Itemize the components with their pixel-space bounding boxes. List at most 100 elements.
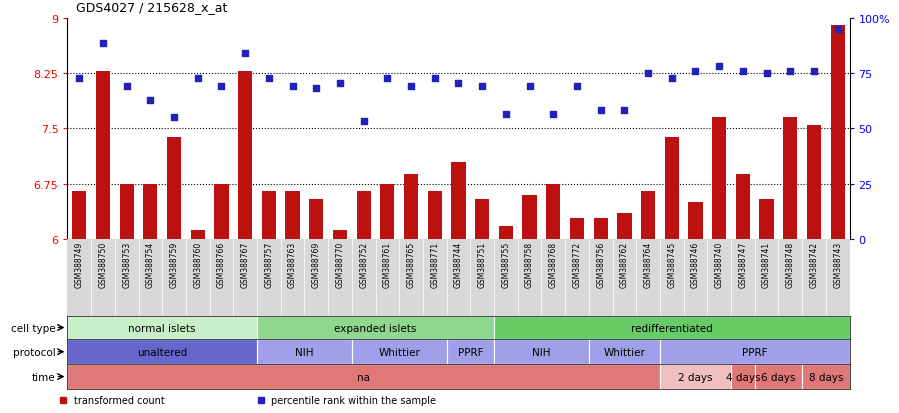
Text: GSM388752: GSM388752 (360, 241, 369, 287)
Text: 2 days: 2 days (678, 372, 713, 382)
Text: 6 days: 6 days (761, 372, 796, 382)
Bar (72, 192, 86, 240)
Text: cell type: cell type (11, 323, 56, 333)
Text: GSM388762: GSM388762 (620, 241, 629, 287)
Text: percentile rank within the sample: percentile rank within the sample (271, 395, 437, 405)
Point (404, 83, 418, 90)
Bar (447, 339, 494, 364)
Point (238, 51, 253, 57)
Text: GSM388772: GSM388772 (573, 241, 582, 287)
Bar (831, 26, 845, 240)
Text: GSM388744: GSM388744 (454, 241, 463, 287)
Text: PPRF: PPRF (458, 347, 483, 357)
Bar (67, 316, 257, 339)
Text: GSM388740: GSM388740 (715, 241, 724, 287)
Point (72, 76, 86, 82)
Text: GSM388748: GSM388748 (786, 241, 795, 287)
Text: NIH: NIH (295, 347, 314, 357)
Bar (352, 339, 447, 364)
Text: GSM388769: GSM388769 (312, 241, 321, 287)
Bar (191, 231, 205, 240)
Text: GSM388750: GSM388750 (99, 241, 108, 287)
Text: transformed count: transformed count (74, 395, 165, 405)
Text: time: time (32, 372, 56, 382)
Point (428, 76, 442, 82)
Text: Whittier: Whittier (378, 347, 420, 357)
Bar (689, 203, 703, 240)
Point (380, 76, 395, 82)
Text: GSM388770: GSM388770 (335, 241, 344, 287)
Text: GDS4027 / 215628_x_at: GDS4027 / 215628_x_at (76, 2, 227, 14)
Bar (660, 339, 850, 364)
Text: GSM388763: GSM388763 (288, 241, 297, 287)
Bar (333, 231, 347, 240)
Bar (522, 195, 537, 240)
Point (831, 26, 845, 33)
Point (783, 68, 797, 75)
Text: expanded islets: expanded islets (334, 323, 417, 333)
Text: Whittier: Whittier (603, 347, 645, 357)
Text: GSM388761: GSM388761 (383, 241, 392, 287)
Text: GSM388765: GSM388765 (406, 241, 415, 287)
Bar (404, 175, 418, 240)
Point (451, 80, 466, 87)
Bar (660, 364, 731, 389)
Point (96, 41, 111, 47)
Bar (664, 138, 679, 240)
Text: GSM388753: GSM388753 (122, 241, 131, 287)
Text: GSM388758: GSM388758 (525, 241, 534, 287)
Bar (262, 192, 276, 240)
Point (664, 76, 679, 82)
Bar (618, 214, 631, 240)
Bar (357, 192, 370, 240)
Point (357, 119, 371, 125)
Text: GSM388767: GSM388767 (241, 241, 250, 287)
Bar (67, 364, 660, 389)
Bar (143, 184, 157, 240)
Text: GSM388766: GSM388766 (217, 241, 226, 287)
Text: GSM388743: GSM388743 (833, 241, 842, 287)
Text: na: na (357, 372, 370, 382)
Point (760, 71, 774, 77)
Point (618, 107, 632, 114)
Point (522, 83, 537, 90)
Point (475, 83, 489, 90)
Text: GSM388749: GSM388749 (75, 241, 84, 287)
Text: GSM388764: GSM388764 (644, 241, 653, 287)
Text: GSM388757: GSM388757 (264, 241, 273, 287)
Text: GSM388756: GSM388756 (596, 241, 605, 287)
Bar (257, 339, 352, 364)
Point (262, 76, 276, 82)
Text: redifferentiated: redifferentiated (631, 323, 713, 333)
Bar (731, 364, 755, 389)
Bar (570, 219, 584, 240)
Bar (760, 199, 774, 240)
Text: GSM388746: GSM388746 (691, 241, 700, 287)
Bar (214, 184, 228, 240)
Bar (783, 118, 797, 240)
Point (167, 115, 182, 121)
Bar (712, 118, 726, 240)
Text: GSM388760: GSM388760 (193, 241, 202, 287)
Bar (499, 226, 513, 240)
Text: GSM388768: GSM388768 (548, 241, 557, 287)
Text: protocol: protocol (13, 347, 56, 357)
Text: 4 days: 4 days (725, 372, 761, 382)
Point (593, 107, 608, 114)
Text: GSM388754: GSM388754 (146, 241, 155, 287)
Bar (735, 175, 750, 240)
Text: GSM388751: GSM388751 (477, 241, 486, 287)
Text: GSM388755: GSM388755 (502, 241, 511, 287)
Point (333, 80, 347, 87)
Point (143, 98, 157, 104)
Bar (120, 184, 134, 240)
Point (499, 111, 513, 118)
Bar (547, 184, 560, 240)
Bar (309, 199, 324, 240)
Bar (257, 316, 494, 339)
Bar (286, 192, 299, 240)
Point (689, 68, 703, 75)
Bar (589, 339, 660, 364)
Point (712, 63, 726, 70)
Point (735, 68, 750, 75)
